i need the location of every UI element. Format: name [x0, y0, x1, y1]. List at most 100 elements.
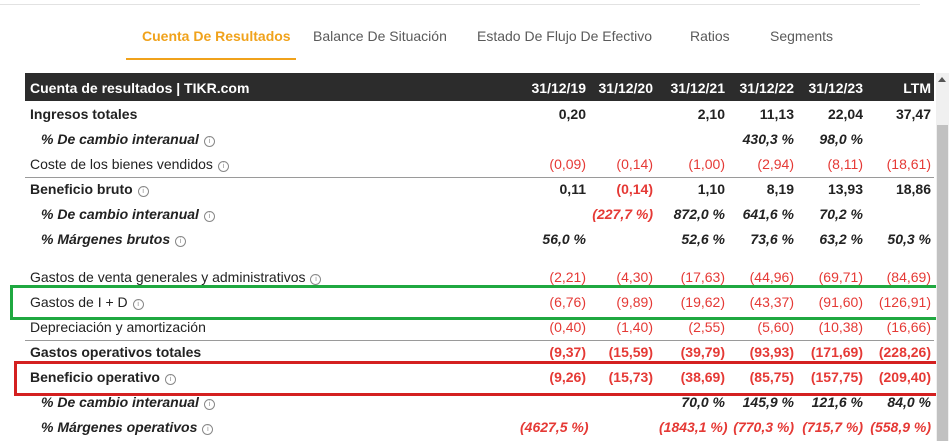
- table-cell: (19,62): [680, 294, 725, 310]
- table-row: % De cambio interanual i 70,0 % 145,9 % 121,…: [25, 390, 934, 415]
- row-label: Beneficio operativo i: [30, 369, 176, 385]
- table-cell: 0,20: [558, 106, 586, 122]
- table-cell: 70,2 %: [819, 206, 863, 222]
- table-row: Gastos de venta generales y administrati…: [25, 265, 934, 290]
- table-cell: 641,6 %: [742, 206, 794, 222]
- table-cell: (44,96): [749, 269, 794, 285]
- info-circle-icon[interactable]: i: [175, 236, 187, 247]
- info-circle-icon[interactable]: i: [203, 136, 215, 147]
- tab-ratios[interactable]: Ratios: [690, 28, 730, 44]
- row-label-text: Gastos de I + D: [30, 294, 128, 310]
- table-cell: (10,38): [818, 319, 863, 335]
- table-cell: (157,75): [810, 369, 863, 385]
- tab-balance-de-situacion[interactable]: Balance De Situación: [313, 28, 447, 44]
- table-cell: (1,00): [688, 156, 725, 172]
- table-cell: 84,0 %: [887, 394, 931, 410]
- table-row: % Márgenes operativos i (4627,5 %) (1843,1 …: [25, 415, 934, 440]
- table-cell: (209,40): [878, 369, 931, 385]
- table-cell: (85,75): [749, 369, 794, 385]
- row-label: Coste de los bienes vendidos i: [30, 156, 229, 172]
- row-label-text: Gastos de venta generales y administrati…: [30, 269, 306, 285]
- row-label: Ingresos totales: [30, 106, 137, 122]
- table-cell: 2,10: [697, 106, 725, 122]
- table-cell: (0,14): [616, 181, 653, 197]
- row-divider: [25, 177, 934, 178]
- column-header[interactable]: 31/12/19: [531, 80, 587, 96]
- table-cell: 18,86: [895, 181, 931, 197]
- table-cell: 37,47: [895, 106, 931, 122]
- table-cell: (6,76): [549, 294, 586, 310]
- row-label-text: % Márgenes operativos: [41, 419, 198, 435]
- table-cell: (9,89): [616, 294, 653, 310]
- row-label-text: Ingresos totales: [30, 106, 138, 122]
- row-label: Gastos operativos totales: [30, 344, 201, 360]
- info-circle-icon[interactable]: i: [203, 211, 215, 222]
- table-cell: (0,40): [549, 319, 586, 335]
- column-header[interactable]: 31/12/21: [670, 80, 726, 96]
- column-header[interactable]: 31/12/20: [598, 80, 654, 96]
- info-circle-icon[interactable]: i: [217, 161, 229, 172]
- table-cell: (69,71): [818, 269, 863, 285]
- row-label: % Márgenes operativos i: [41, 419, 214, 435]
- table-cell: 145,9 %: [742, 394, 794, 410]
- table-cell: (39,79): [680, 344, 725, 360]
- table-row: % De cambio interanual i 430,3 % 98,0 %: [25, 127, 934, 152]
- tab-segments[interactable]: Segments: [770, 28, 834, 44]
- table-cell: (1843,1 %): [659, 419, 728, 435]
- row-label-text: Gastos operativos totales: [30, 344, 202, 360]
- table-cell: 70,0 %: [681, 394, 725, 410]
- active-tab-indicator: [126, 58, 296, 60]
- table-cell: (2,55): [688, 319, 725, 335]
- row-label: % De cambio interanual i: [41, 131, 215, 147]
- table-cell: 121,6 %: [811, 394, 863, 410]
- info-circle-icon[interactable]: i: [203, 399, 215, 410]
- table-row: Gastos operativos totales (9,37) (15,59) (3…: [25, 340, 934, 365]
- tab-estado-flujo-efectivo[interactable]: Estado De Flujo De Efectivo: [477, 28, 653, 44]
- info-circle-icon[interactable]: i: [137, 186, 149, 197]
- column-header[interactable]: 31/12/22: [739, 80, 795, 96]
- table-cell: 52,6 %: [681, 231, 725, 247]
- table-row: Gastos de I + D i (6,76) (9,89) (19,62) (43,3…: [25, 290, 934, 315]
- table-cell: (770,3 %): [733, 419, 794, 435]
- table-cell: (558,9 %): [870, 419, 931, 435]
- table-cell: 22,04: [827, 106, 863, 122]
- scroll-up-arrow-icon[interactable]: [938, 77, 946, 82]
- info-circle-icon[interactable]: i: [132, 299, 144, 310]
- row-label-text: % Márgenes brutos: [41, 231, 171, 247]
- table-header: Cuenta de resultados | TIKR.com 31/12/19…: [25, 73, 934, 101]
- table-cell: 1,10: [697, 181, 725, 197]
- table-cell: (8,11): [827, 156, 863, 172]
- table-cell: (0,09): [549, 156, 586, 172]
- row-label: Gastos de venta generales y administrati…: [30, 269, 322, 285]
- table-cell: 98,0 %: [819, 131, 863, 147]
- table-cell: 13,93: [827, 181, 863, 197]
- table-cell: (43,37): [749, 294, 794, 310]
- table-cell: (2,94): [757, 156, 794, 172]
- table-cell: (9,37): [549, 344, 586, 360]
- row-label: Beneficio bruto i: [30, 181, 149, 197]
- table-cell: (4627,5 %): [520, 419, 589, 435]
- row-label-text: Beneficio operativo: [30, 369, 160, 385]
- table-cell: (91,60): [818, 294, 863, 310]
- tab-cuenta-de-resultados[interactable]: Cuenta De Resultados: [142, 28, 291, 44]
- column-header[interactable]: 31/12/23: [808, 80, 864, 96]
- table-cell: (4,30): [616, 269, 653, 285]
- info-circle-icon[interactable]: i: [164, 374, 176, 385]
- table-cell: 73,6 %: [750, 231, 794, 247]
- vertical-scrollbar[interactable]: [936, 73, 949, 441]
- table-cell: (15,59): [608, 344, 653, 360]
- row-divider: [25, 340, 934, 341]
- table-row: % De cambio interanual i (227,7 %) 872,0 % 6…: [25, 202, 934, 227]
- table-cell: (2,21): [549, 269, 586, 285]
- table-cell: (1,40): [616, 319, 653, 335]
- scrollbar-thumb[interactable]: [937, 125, 948, 441]
- info-circle-icon[interactable]: i: [202, 424, 214, 435]
- column-header[interactable]: LTM: [903, 80, 931, 96]
- table-row: Ingresos totales 0,20 2,10 11,13 22,04 37,47: [25, 102, 934, 127]
- table-cell: (17,63): [680, 269, 725, 285]
- highlight-box-rd: [10, 285, 940, 320]
- row-label-text: % De cambio interanual: [41, 394, 199, 410]
- info-circle-icon[interactable]: i: [310, 274, 322, 285]
- row-label-text: Beneficio bruto: [30, 181, 133, 197]
- highlight-box-operating-income: [14, 361, 940, 396]
